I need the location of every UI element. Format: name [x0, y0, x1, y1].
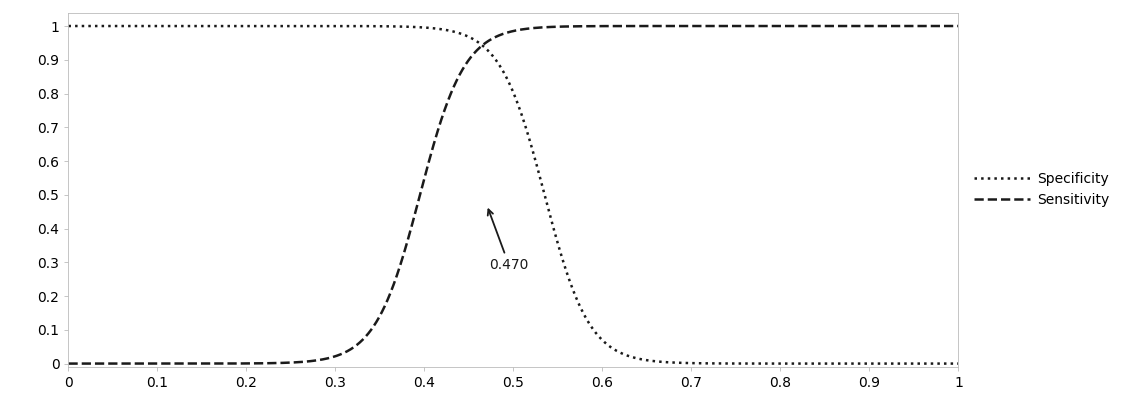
- S: [952, 23, 965, 28]
- S: [793, 23, 807, 28]
- S: [640, 358, 654, 363]
- S: [726, 361, 739, 366]
- S: [402, 24, 415, 29]
- S: [224, 361, 237, 366]
- Line: S: S: [68, 26, 958, 364]
- S: [640, 23, 654, 28]
- S: [62, 23, 75, 28]
- Line: S: S: [68, 26, 958, 364]
- S: [224, 23, 237, 28]
- S: [952, 361, 965, 366]
- Legend: Specificity, Sensitivity: Specificity, Sensitivity: [974, 172, 1109, 207]
- S: [596, 24, 609, 29]
- S: [726, 23, 739, 28]
- Text: 0.470: 0.470: [487, 209, 528, 272]
- S: [596, 337, 609, 342]
- S: [62, 361, 75, 366]
- S: [402, 235, 415, 240]
- S: [793, 361, 807, 366]
